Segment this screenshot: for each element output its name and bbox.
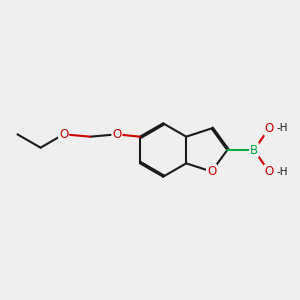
Text: -H: -H [277,123,288,133]
Text: O: O [207,165,216,178]
Text: O: O [265,165,274,178]
Text: -H: -H [277,167,288,177]
Text: B: B [250,143,258,157]
Text: O: O [265,122,274,135]
Text: O: O [59,128,68,141]
Text: O: O [112,128,122,141]
